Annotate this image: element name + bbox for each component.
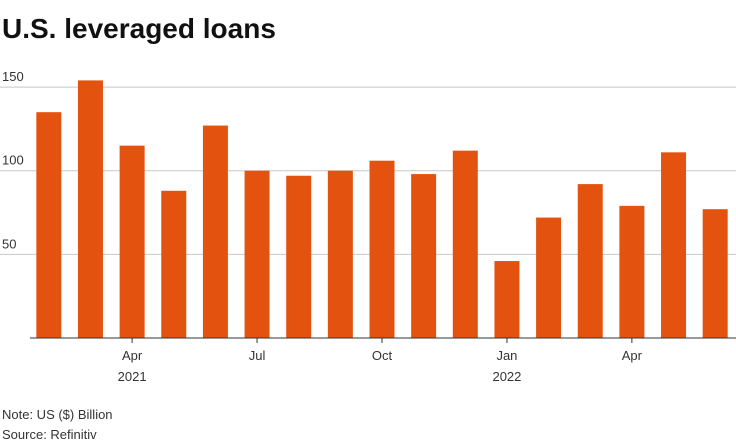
chart-title: U.S. leveraged loans	[2, 13, 276, 44]
bar	[202, 125, 228, 339]
bar	[619, 205, 645, 338]
bar	[494, 261, 520, 338]
bar	[119, 145, 145, 338]
bar	[411, 174, 437, 338]
x-tick-label: Oct	[372, 348, 393, 363]
bar	[702, 209, 728, 338]
note: Note: US ($) Billion	[2, 407, 113, 422]
x-tick-label: Apr	[622, 348, 643, 363]
y-tick-label: 50	[2, 236, 16, 251]
source: Source: Refinitiv	[2, 427, 97, 442]
x-tick-label: Jan	[496, 348, 517, 363]
bar	[452, 150, 478, 338]
x-year-label: 2022	[492, 369, 521, 384]
bar	[369, 160, 395, 338]
y-tick-label: 100	[2, 153, 24, 168]
bar	[536, 217, 562, 338]
bar	[161, 190, 187, 338]
x-tick-label: Jul	[249, 348, 266, 363]
y-tick-label: 150	[2, 69, 24, 84]
bar	[327, 170, 353, 338]
bar	[661, 152, 687, 338]
bar	[77, 80, 103, 339]
x-tick-label: Apr	[122, 348, 143, 363]
bar	[577, 184, 603, 338]
bar	[286, 175, 312, 338]
x-year-label: 2021	[118, 369, 147, 384]
bar	[244, 170, 270, 338]
bar	[36, 112, 62, 338]
